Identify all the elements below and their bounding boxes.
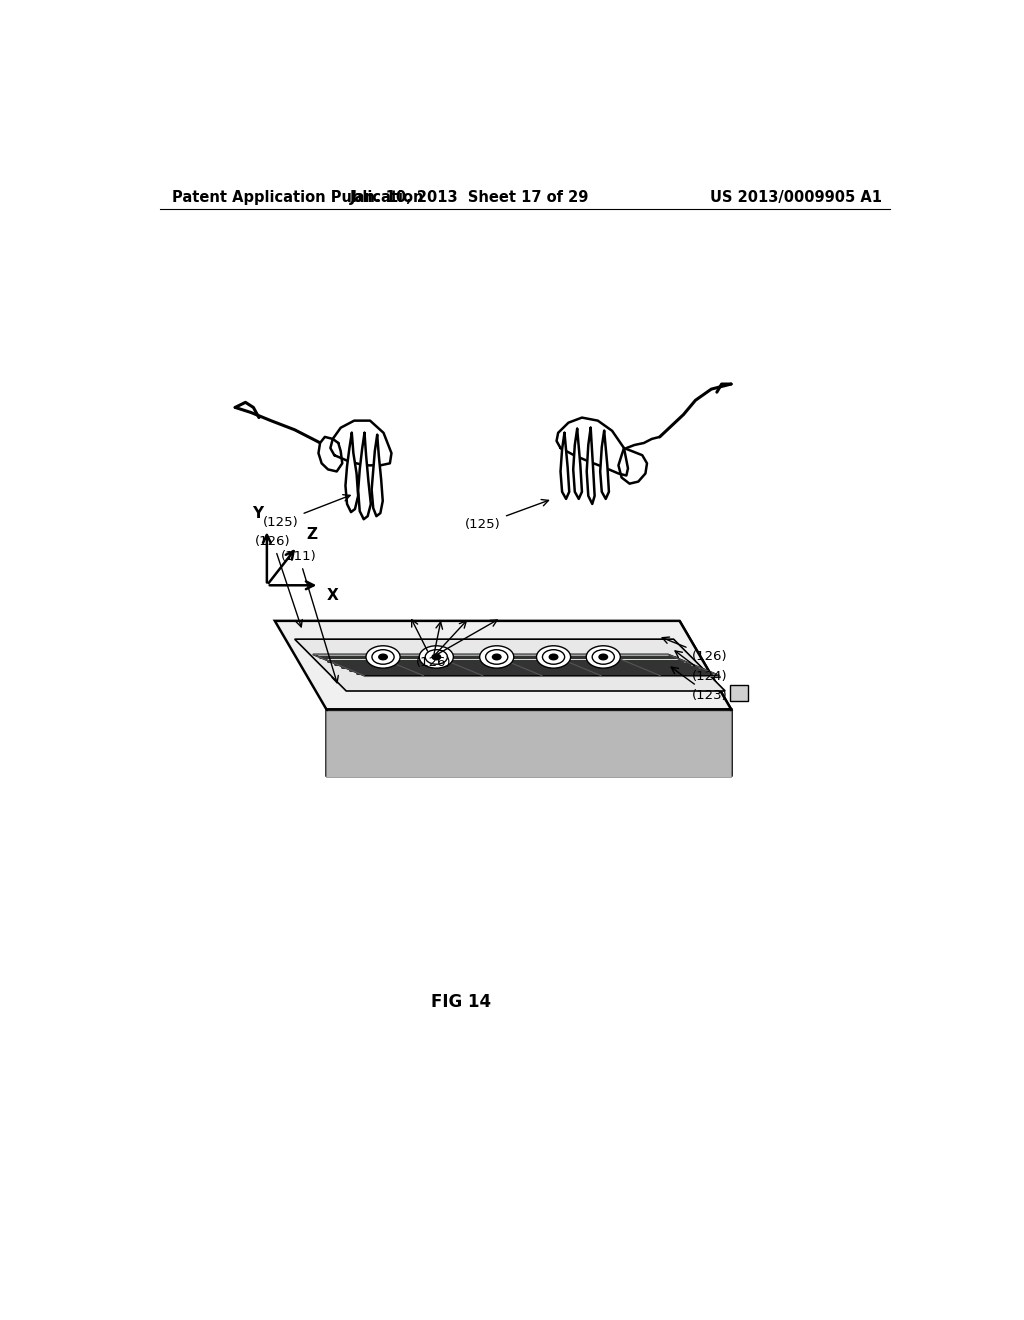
Ellipse shape [599,655,607,660]
Text: (126): (126) [663,638,727,663]
Ellipse shape [419,645,454,668]
Ellipse shape [432,655,440,660]
Text: (123): (123) [671,667,727,701]
Text: FIG 14: FIG 14 [431,993,492,1011]
Text: Z: Z [306,527,317,541]
Ellipse shape [543,649,564,664]
Text: (125): (125) [263,495,350,529]
Polygon shape [372,434,383,516]
Ellipse shape [372,649,394,664]
Ellipse shape [537,645,570,668]
Text: (111): (111) [282,550,338,682]
Polygon shape [560,433,569,499]
Ellipse shape [549,655,558,660]
Ellipse shape [493,655,501,660]
Polygon shape [573,429,582,499]
Text: (126): (126) [412,619,452,669]
Polygon shape [345,433,358,512]
Ellipse shape [379,655,387,660]
Text: Y: Y [252,507,263,521]
Ellipse shape [592,649,614,664]
Ellipse shape [425,649,447,664]
Polygon shape [618,447,647,483]
Bar [730,685,748,701]
Polygon shape [318,437,342,471]
Polygon shape [295,639,725,690]
Text: US 2013/0009905 A1: US 2013/0009905 A1 [710,190,882,205]
Text: Patent Application Publication: Patent Application Publication [172,190,423,205]
Text: Jan. 10, 2013  Sheet 17 of 29: Jan. 10, 2013 Sheet 17 of 29 [349,190,589,205]
Polygon shape [313,655,720,676]
Polygon shape [274,620,731,709]
Text: (125): (125) [465,499,549,531]
Polygon shape [600,430,609,499]
Text: (124): (124) [675,651,727,684]
Polygon shape [358,433,371,519]
Polygon shape [680,620,731,775]
Ellipse shape [485,649,508,664]
Text: X: X [328,587,339,603]
Text: (126): (126) [255,535,302,627]
Ellipse shape [586,645,621,668]
Polygon shape [331,421,391,466]
Polygon shape [587,428,595,504]
Polygon shape [327,711,731,777]
Polygon shape [557,417,628,475]
Ellipse shape [479,645,514,668]
Polygon shape [327,709,731,775]
Ellipse shape [366,645,400,668]
